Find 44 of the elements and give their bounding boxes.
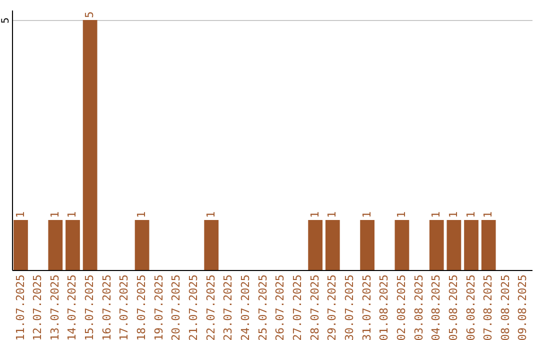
data-label: 1	[66, 211, 79, 218]
data-label: 1	[482, 211, 495, 218]
x-tick-label: 21.07.2025	[187, 274, 200, 340]
x-tick-label: 05.08.2025	[446, 274, 460, 340]
data-label: 5	[83, 11, 96, 18]
x-tick-label: 07.08.2025	[482, 274, 495, 340]
data-label: 1	[430, 211, 443, 218]
x-tick-label: 12.07.2025	[31, 274, 44, 340]
data-label: 1	[360, 211, 374, 218]
x-tick-label: 17.07.2025	[118, 274, 131, 340]
x-tick-label: 08.08.2025	[498, 274, 512, 340]
x-tick-label: 01.08.2025	[378, 274, 391, 340]
x-tick-label: 15.07.2025	[83, 274, 96, 340]
x-tick-label: 09.08.2025	[516, 274, 530, 340]
x-tick-label: 18.07.2025	[135, 274, 148, 340]
data-label: 1	[204, 211, 218, 218]
x-tick-label: 03.08.2025	[412, 274, 426, 340]
x-tick-label: 30.07.2025	[342, 274, 356, 340]
data-label: 1	[394, 211, 408, 218]
x-tick-label: 27.07.2025	[290, 274, 304, 340]
x-tick-label: 25.07.2025	[256, 274, 270, 340]
x-tick-label: 23.07.2025	[222, 274, 235, 340]
data-label: 1	[446, 211, 460, 218]
x-tick-label: 19.07.2025	[152, 274, 166, 340]
x-tick-label: 02.08.2025	[394, 274, 408, 340]
data-label: 1	[464, 211, 478, 218]
x-tick-label: 13.07.2025	[48, 274, 62, 340]
x-tick-label: 04.08.2025	[430, 274, 443, 340]
x-tick-label: 29.07.2025	[326, 274, 339, 340]
x-tick-label: 14.07.2025	[66, 274, 79, 340]
x-tick-label: 16.07.2025	[100, 274, 114, 340]
data-label: 1	[14, 211, 27, 218]
data-label: 1	[135, 211, 148, 218]
data-label: 1	[308, 211, 322, 218]
x-tick-label: 24.07.2025	[239, 274, 252, 340]
x-tick-label: 20.07.2025	[170, 274, 183, 340]
x-tick-label: 06.08.2025	[464, 274, 478, 340]
x-tick-label: 11.07.2025	[14, 274, 27, 340]
data-label: 1	[48, 211, 62, 218]
x-tick-label: 31.07.2025	[360, 274, 374, 340]
x-tick-label: 22.07.2025	[204, 274, 218, 340]
x-tick-label: 28.07.2025	[308, 274, 322, 340]
x-tick-label: 26.07.2025	[274, 274, 287, 340]
data-label: 1	[326, 211, 339, 218]
